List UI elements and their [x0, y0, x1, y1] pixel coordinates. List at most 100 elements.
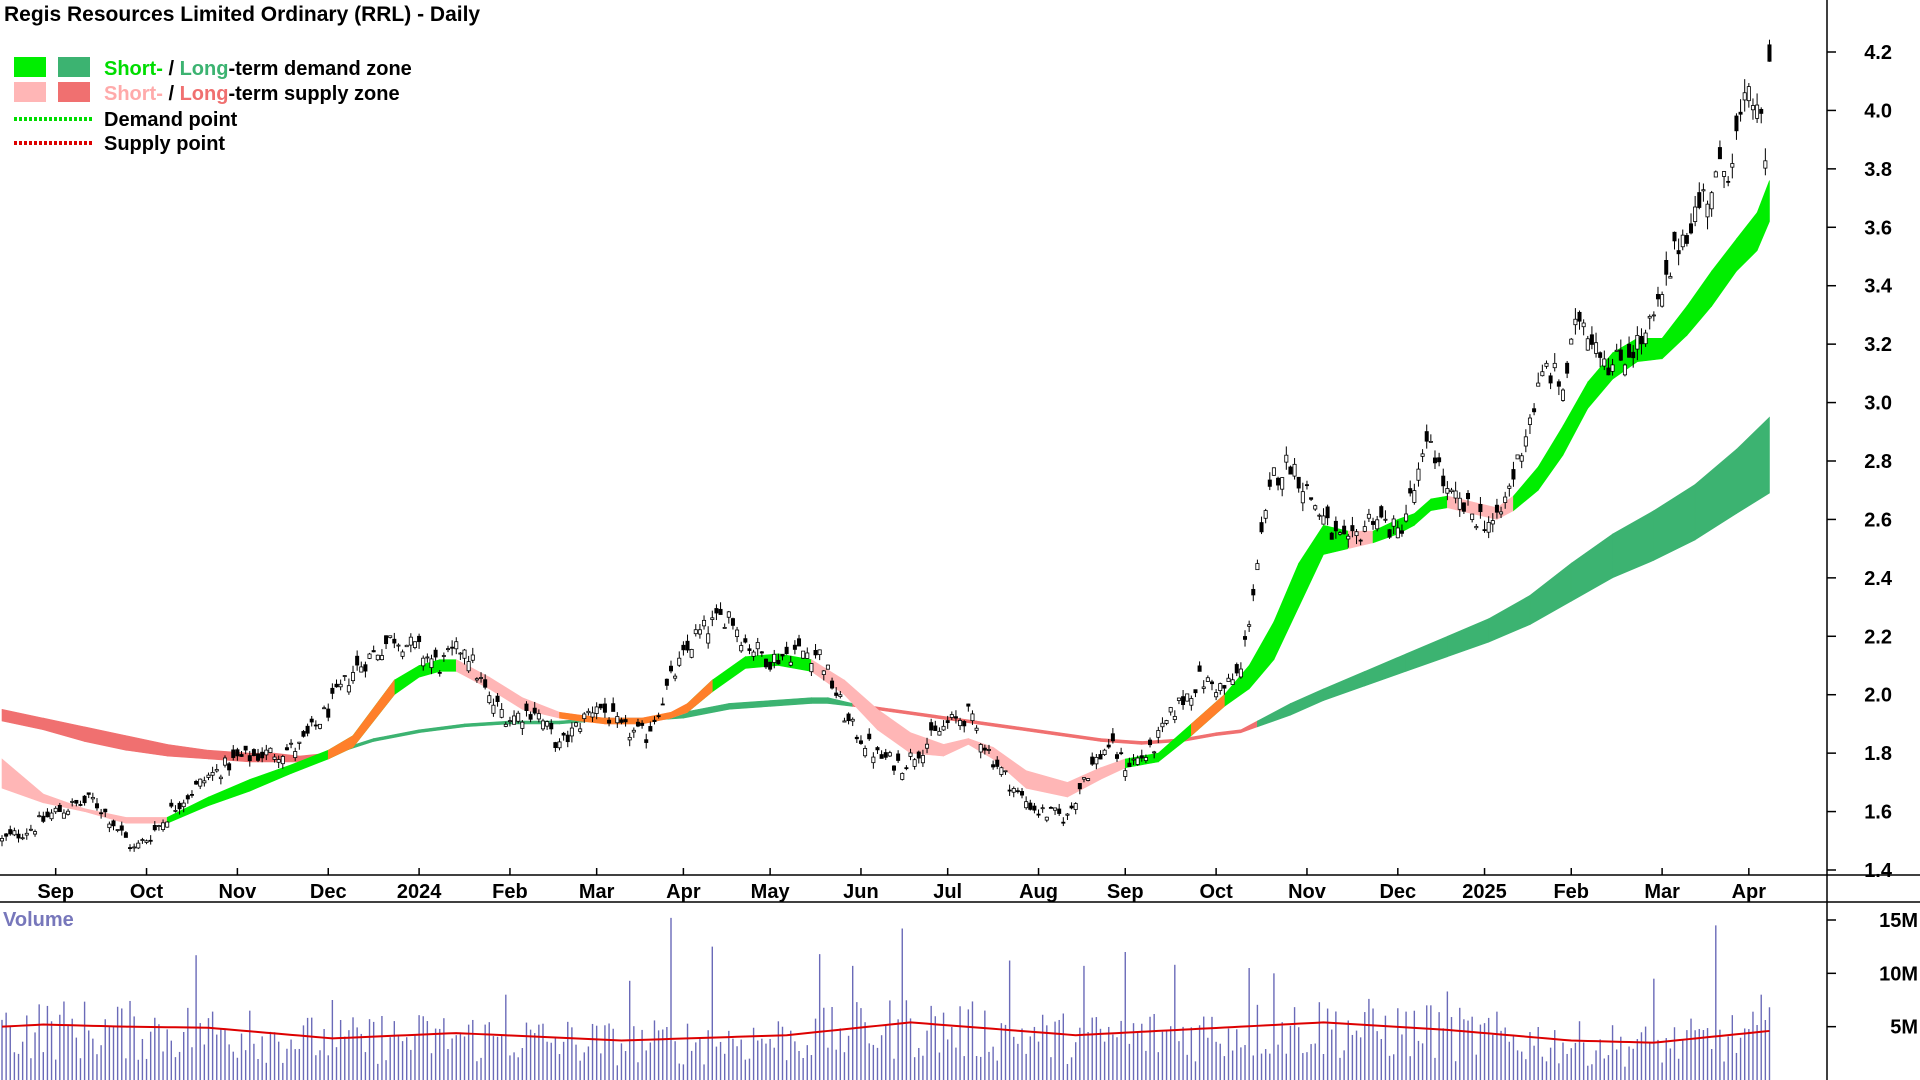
candle-body: [1494, 504, 1499, 513]
candle-body: [0, 838, 4, 842]
candle-body: [1742, 92, 1747, 101]
candle-body: [313, 724, 318, 727]
candle-body: [1077, 783, 1082, 790]
candle-body: [524, 703, 529, 711]
candle-body: [1168, 707, 1173, 713]
candle-body: [879, 754, 884, 759]
time-tick-label: Apr: [666, 881, 701, 903]
candle-body: [669, 665, 674, 672]
candle-body: [1160, 722, 1165, 728]
candle-body: [235, 749, 240, 757]
candle-body: [863, 748, 868, 757]
candle-body: [1383, 518, 1388, 521]
candle-body: [751, 651, 756, 657]
candle-body: [317, 723, 322, 729]
candle-body: [1354, 531, 1359, 537]
candle-body: [1193, 689, 1198, 694]
candle-body: [908, 752, 913, 757]
candle-body: [1143, 757, 1148, 761]
candle-body: [1238, 668, 1243, 678]
candle-body: [1581, 322, 1586, 328]
candle-body: [1135, 757, 1140, 765]
candle-body: [1081, 777, 1086, 780]
candle-body: [322, 707, 327, 710]
candle-body: [1131, 758, 1136, 761]
candle-body: [896, 753, 901, 761]
candle-body: [1420, 453, 1425, 457]
candle-body: [652, 719, 657, 722]
candle-body: [1585, 338, 1590, 351]
candle-body: [1065, 813, 1070, 816]
candle-body: [4, 833, 9, 837]
candle-body: [1717, 147, 1722, 160]
candle-body: [561, 732, 566, 736]
candle-body: [627, 736, 632, 741]
candle-body: [1664, 259, 1669, 275]
candle-body: [367, 653, 372, 659]
candle-body: [1148, 739, 1153, 746]
candle-body: [148, 839, 153, 842]
candle-body: [966, 703, 971, 707]
candle-body: [958, 720, 963, 727]
time-tick-label: May: [751, 881, 791, 903]
candle-body: [1466, 492, 1471, 500]
candle-body: [871, 756, 876, 764]
candle-body: [677, 657, 682, 666]
candle-body: [1478, 504, 1483, 513]
candle-body: [792, 644, 797, 650]
candle-body: [1185, 693, 1190, 702]
candle-body: [1676, 250, 1681, 255]
time-tick-label: Aug: [1019, 881, 1058, 903]
candle-body: [342, 675, 347, 677]
candle-body: [301, 731, 306, 737]
candle-body: [334, 683, 339, 688]
candle-body: [1651, 314, 1656, 317]
candle-body: [797, 638, 802, 647]
candle-body: [784, 646, 789, 655]
candle-body: [1102, 749, 1107, 755]
candle-body: [702, 619, 707, 627]
candle-body: [611, 703, 616, 712]
candle-body: [1763, 160, 1768, 169]
candle-body: [243, 745, 248, 751]
candle-body: [1709, 192, 1714, 210]
candle-body: [714, 608, 719, 614]
legend-demand-point: Demand point: [104, 109, 238, 131]
candle-body: [450, 646, 455, 649]
candle-body: [1449, 489, 1454, 493]
candle-body: [272, 756, 277, 760]
candle-body: [1474, 526, 1479, 529]
candle-body: [16, 833, 21, 839]
candle-body: [1284, 454, 1289, 463]
candle-body: [1342, 525, 1347, 535]
price-tick-label: 3.0: [1864, 393, 1892, 415]
candle-body: [1746, 86, 1751, 102]
time-tick-label: Feb: [1553, 881, 1589, 903]
candle-body: [1086, 778, 1091, 781]
candle-body: [1486, 522, 1491, 533]
candle-body: [1280, 477, 1285, 490]
candle-body: [458, 652, 463, 655]
candle-body: [1214, 692, 1219, 698]
candle-body: [1317, 514, 1322, 517]
candle-body: [953, 716, 958, 719]
candle-body: [532, 707, 537, 714]
candle-body: [1523, 436, 1528, 447]
candle-body: [12, 830, 17, 836]
candle-body: [830, 680, 835, 689]
candlesticks: [0, 39, 1772, 852]
price-tick-label: 2.4: [1864, 568, 1893, 590]
candle-body: [202, 780, 207, 784]
candle-body: [1152, 751, 1157, 754]
candle-body: [590, 712, 595, 718]
candle-body: [388, 635, 393, 638]
candle-body: [474, 678, 479, 681]
legend-demand-sep: /: [163, 58, 180, 80]
zone-overlap-segment: [1191, 694, 1225, 737]
candle-body: [925, 743, 930, 749]
candle-body: [375, 654, 380, 661]
candle-body: [920, 755, 925, 764]
candle-body: [231, 749, 236, 758]
